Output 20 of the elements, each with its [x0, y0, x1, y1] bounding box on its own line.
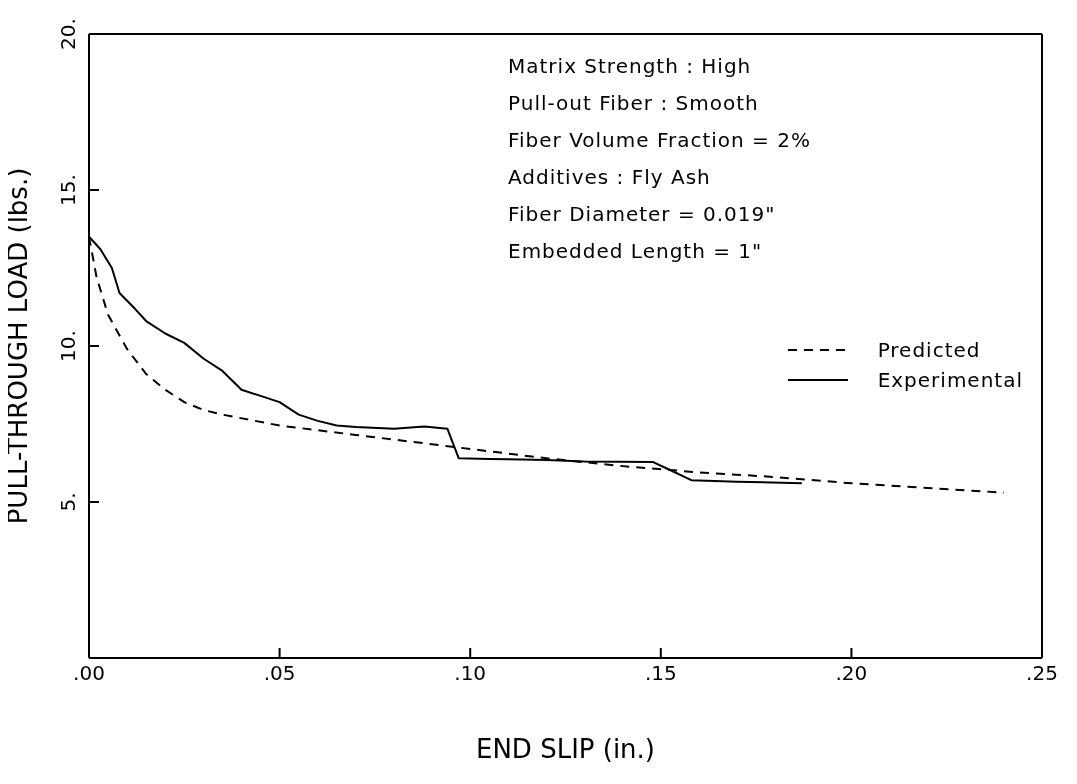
annotation: Fiber Diameter = 0.019" [508, 201, 777, 228]
x-tick-label: .05 [263, 661, 296, 686]
y-axis-title: PULL-THROUGH LOAD (lbs.) [3, 167, 34, 525]
legend-label: Experimental [877, 368, 1023, 392]
y-tick-label: 15. [56, 174, 80, 206]
annotation: Additives : Fly Ash [508, 164, 712, 191]
annotation: Pull-out Fiber : Smooth [508, 90, 760, 117]
x-tick-label: .20 [835, 661, 868, 686]
x-tick-label: .10 [454, 661, 487, 686]
annotation: Embedded Length = 1" [508, 238, 764, 265]
x-tick-label: .25 [1026, 661, 1058, 686]
x-tick-label: .00 [73, 661, 105, 686]
y-tick-label: 20. [56, 18, 80, 50]
y-tick-label: 5. [56, 492, 80, 512]
annotation: Fiber Volume Fraction = 2% [508, 127, 811, 154]
annotation: Matrix Strength : High [508, 53, 753, 80]
y-tick-label: 10. [56, 330, 80, 362]
x-tick-label: .15 [644, 661, 677, 686]
legend-label: Predicted [877, 338, 981, 362]
x-axis-title: END SLIP (in.) [475, 734, 656, 764]
